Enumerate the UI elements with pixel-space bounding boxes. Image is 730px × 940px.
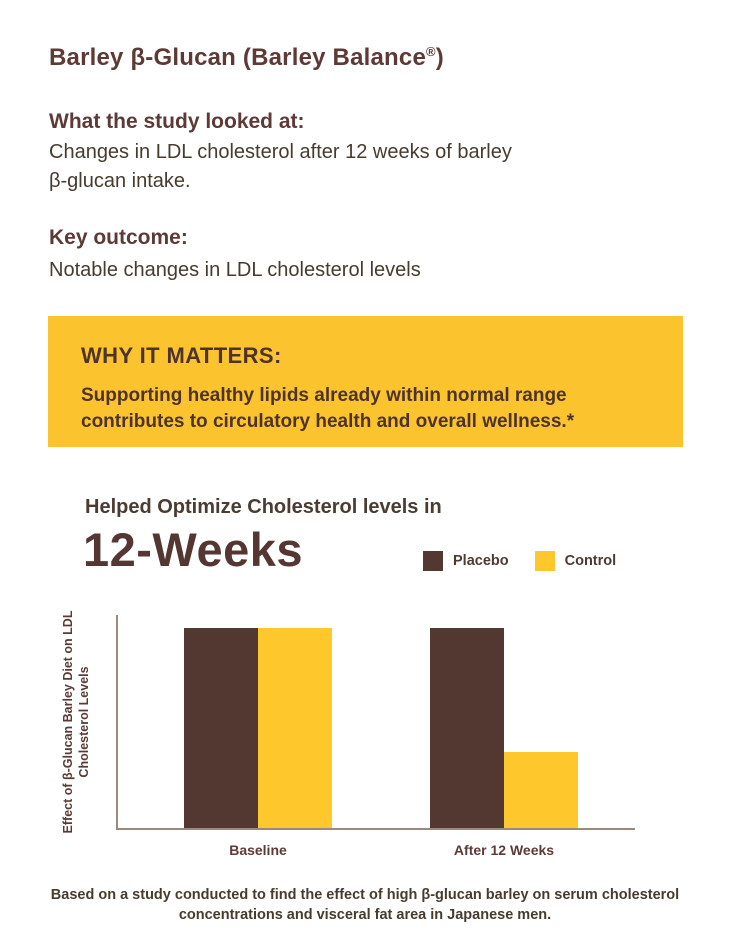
study-section-body: Changes in LDL cholesterol after 12 week… xyxy=(49,138,512,196)
bar-group-after-12-weeks xyxy=(430,628,578,828)
legend-item-control: Control xyxy=(534,551,617,571)
control-color-swatch xyxy=(534,551,555,571)
chart-big-title: 12-Weeks xyxy=(83,523,303,576)
page-title: Barley β-Glucan (Barley Balance®) xyxy=(49,44,444,72)
x-axis-label-baseline: Baseline xyxy=(229,842,287,858)
placebo-bar-baseline xyxy=(184,628,258,828)
chart-kicker: Helped Optimize Cholesterol levels in xyxy=(85,496,442,518)
registered-trademark-symbol: ® xyxy=(426,44,436,59)
outcome-section-heading: Key outcome: xyxy=(49,226,188,249)
bar-group-baseline xyxy=(184,628,332,828)
control-bar-baseline xyxy=(258,628,332,828)
bars-layer xyxy=(118,628,635,828)
placebo-color-swatch xyxy=(423,551,443,571)
callout-heading: WHY IT MATTERS: xyxy=(81,343,282,368)
study-body-line-2: β-glucan intake. xyxy=(49,170,191,192)
why-it-matters-callout: WHY IT MATTERS: Supporting healthy lipid… xyxy=(48,316,683,447)
bar-chart-plot: Baseline After 12 Weeks xyxy=(116,615,635,858)
footnote-line-2: concentrations and visceral fat area in … xyxy=(178,907,552,923)
study-section-heading: What the study looked at: xyxy=(49,110,305,133)
legend-label-placebo: Placebo xyxy=(453,553,509,569)
y-axis-label-line-2: Cholesterol Levels xyxy=(77,666,91,778)
chart-legend: Placebo Control xyxy=(423,551,616,571)
footnote-line-1: Based on a study conducted to find the e… xyxy=(50,887,680,903)
y-axis-label-line-1: Effect of β-Glucan Barley Diet on LDL xyxy=(61,610,75,834)
page-title-text: Barley β-Glucan (Barley Balance xyxy=(49,44,427,71)
callout-body-line-2: contributes to circulatory health and ov… xyxy=(81,411,575,432)
legend-label-control: Control xyxy=(564,553,617,569)
outcome-section-body: Notable changes in LDL cholesterol level… xyxy=(49,259,421,281)
placebo-bar-after-12-weeks xyxy=(430,628,504,828)
x-axis-label-after-12-weeks: After 12 Weeks xyxy=(453,842,555,858)
legend-item-placebo: Placebo xyxy=(423,551,509,571)
study-body-line-1: Changes in LDL cholesterol after 12 week… xyxy=(49,141,512,163)
page-title-close: ) xyxy=(435,44,444,71)
callout-body-line-1: Supporting healthy lipids already within… xyxy=(81,385,567,406)
callout-body: Supporting healthy lipids already within… xyxy=(81,383,683,435)
y-axis-label: Effect of β-Glucan Barley Diet on LDL Ch… xyxy=(60,572,92,872)
study-footnote: Based on a study conducted to find the e… xyxy=(0,885,730,925)
control-bar-after-12-weeks xyxy=(504,752,578,828)
